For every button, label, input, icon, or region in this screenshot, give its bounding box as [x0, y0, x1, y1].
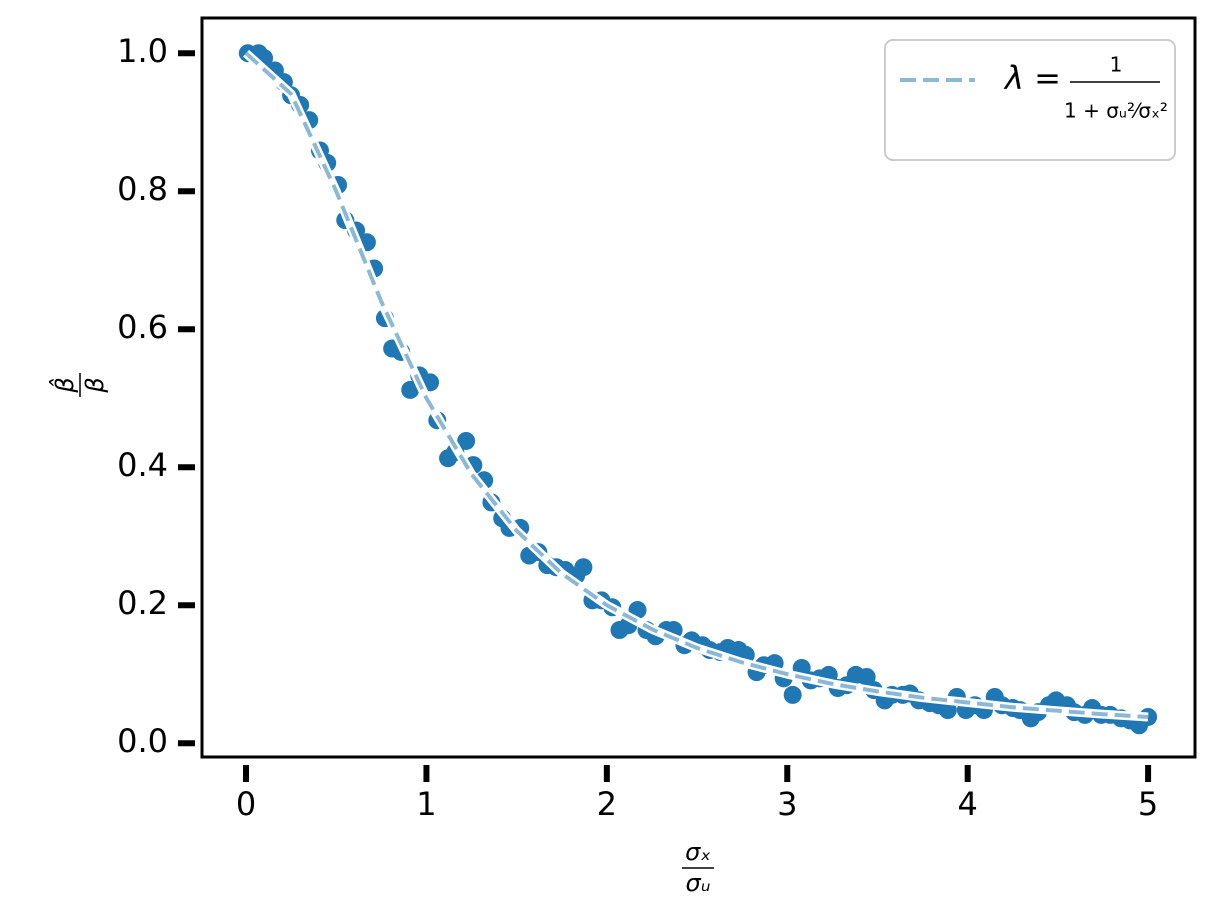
y-tick-label: 0.4 — [117, 446, 168, 484]
x-tick-label: 1 — [416, 785, 436, 823]
legend-label-num: 1 — [1110, 53, 1123, 77]
x-tick-label: 3 — [777, 785, 797, 823]
y-tick-label: 0.8 — [117, 170, 168, 208]
legend-box — [884, 39, 1176, 161]
x-tick-label: 0 — [236, 785, 256, 823]
x-tick-label: 4 — [957, 785, 977, 823]
y-label-num: β̂ — [49, 377, 79, 393]
scatter-point — [783, 685, 802, 704]
y-label: β̂ β — [49, 373, 109, 397]
legend-label-lhs: λ = — [1003, 59, 1061, 97]
x-label-den: σᵤ — [686, 869, 711, 897]
scatter-point — [574, 558, 593, 577]
scatter-point — [938, 701, 957, 720]
y-tick-label: 1.0 — [117, 32, 168, 70]
x-tick-label: 5 — [1138, 785, 1158, 823]
axes-frame — [200, 16, 1197, 759]
scatter-point — [857, 667, 876, 686]
legend-label-den: 1 + σᵤ²⁄σₓ² — [1064, 99, 1168, 123]
scatter-point — [457, 431, 476, 450]
scatter-point — [401, 380, 420, 399]
x-tick-label: 2 — [597, 785, 617, 823]
y-tick-label: 0.0 — [117, 722, 168, 760]
y-tick-label: 0.6 — [117, 308, 168, 346]
x-label-num: σₓ — [685, 838, 711, 866]
y-tick-label: 0.2 — [117, 584, 168, 622]
y-label-den: β — [81, 377, 109, 393]
line — [244, 51, 1149, 719]
